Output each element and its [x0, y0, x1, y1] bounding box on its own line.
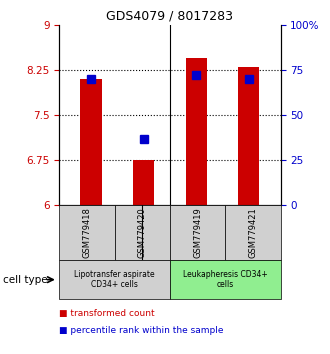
- Text: GSM779419: GSM779419: [193, 207, 202, 258]
- Bar: [59, 260, 170, 299]
- Text: ■ percentile rank within the sample: ■ percentile rank within the sample: [59, 326, 224, 336]
- Bar: [115, 205, 170, 260]
- Text: GSM779418: GSM779418: [82, 207, 91, 258]
- Text: Lipotransfer aspirate
CD34+ cells: Lipotransfer aspirate CD34+ cells: [74, 270, 155, 289]
- Text: GSM779420: GSM779420: [138, 207, 147, 258]
- Text: ■ transformed count: ■ transformed count: [59, 309, 155, 318]
- Bar: [225, 205, 280, 260]
- Bar: [170, 260, 280, 299]
- Text: Leukapheresis CD34+
cells: Leukapheresis CD34+ cells: [183, 270, 268, 289]
- Bar: [133, 160, 154, 205]
- Bar: [186, 58, 207, 205]
- Bar: [81, 79, 102, 205]
- Bar: [59, 205, 115, 260]
- Text: cell type: cell type: [3, 275, 48, 285]
- Text: GSM779421: GSM779421: [248, 207, 257, 258]
- Title: GDS4079 / 8017283: GDS4079 / 8017283: [107, 9, 233, 22]
- Bar: [238, 67, 259, 205]
- Bar: [170, 205, 225, 260]
